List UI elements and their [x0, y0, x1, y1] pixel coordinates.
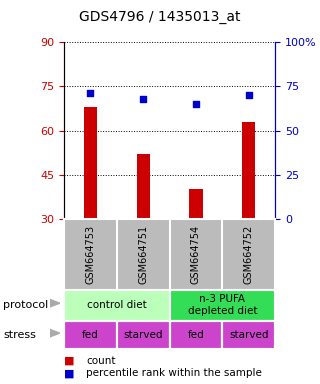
Polygon shape	[50, 300, 60, 307]
Point	[193, 101, 198, 107]
Bar	[64, 290, 170, 321]
Text: ■: ■	[64, 356, 75, 366]
Text: protocol: protocol	[3, 300, 48, 310]
Point	[88, 90, 93, 96]
Bar	[64, 321, 117, 349]
Text: starved: starved	[229, 330, 268, 340]
Bar	[84, 107, 97, 219]
Text: fed: fed	[82, 330, 99, 340]
Point	[141, 96, 146, 102]
Point	[246, 92, 251, 98]
Text: percentile rank within the sample: percentile rank within the sample	[86, 368, 262, 378]
Text: GSM664752: GSM664752	[244, 225, 254, 284]
Bar	[242, 122, 255, 219]
Text: control diet: control diet	[87, 300, 147, 310]
Bar	[189, 189, 203, 219]
Text: stress: stress	[3, 330, 36, 340]
Bar	[170, 290, 275, 321]
Bar	[170, 321, 222, 349]
Bar	[117, 321, 170, 349]
Text: GDS4796 / 1435013_at: GDS4796 / 1435013_at	[79, 10, 241, 23]
Text: n-3 PUFA
depleted diet: n-3 PUFA depleted diet	[188, 295, 257, 316]
Text: count: count	[86, 356, 116, 366]
Text: GSM664751: GSM664751	[138, 225, 148, 284]
Polygon shape	[50, 329, 60, 337]
Text: GSM664754: GSM664754	[191, 225, 201, 284]
Text: GSM664753: GSM664753	[85, 225, 95, 284]
Text: starved: starved	[124, 330, 163, 340]
Text: fed: fed	[188, 330, 204, 340]
Bar	[222, 321, 275, 349]
Bar	[137, 154, 150, 219]
Text: ■: ■	[64, 368, 75, 378]
